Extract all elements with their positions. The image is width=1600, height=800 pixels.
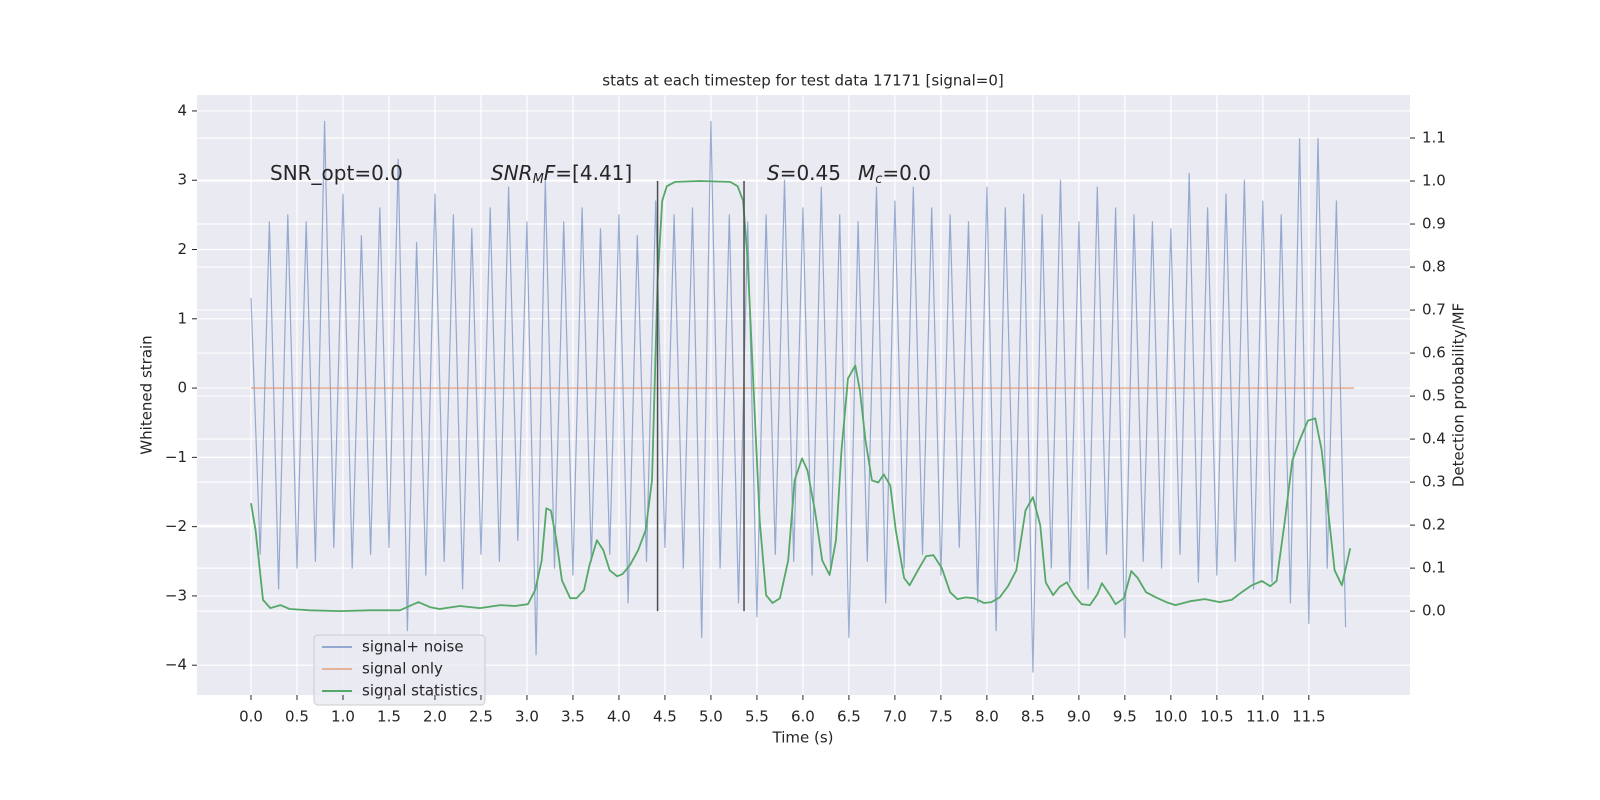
- chart-title: stats at each timestep for test data 171…: [602, 72, 1003, 90]
- legend-label: signal only: [362, 660, 443, 678]
- x-tick-label: 6.5: [837, 708, 861, 726]
- marks: [250, 120, 1354, 673]
- annotation-part: =[4.41]: [555, 161, 632, 185]
- x-tick-label: 11.0: [1246, 708, 1279, 726]
- y2-tick-label: 0.7: [1422, 301, 1446, 319]
- x-tick-label: 10.0: [1154, 708, 1187, 726]
- y2-tick-label: 0.8: [1422, 258, 1446, 276]
- annotation-part: F: [544, 161, 556, 185]
- x-tick-label: 5.0: [699, 708, 723, 726]
- y-tick-label: −2: [165, 517, 187, 535]
- x-tick-label: 7.5: [929, 708, 953, 726]
- y-tick-label: −3: [165, 586, 187, 604]
- y2-tick-label: 0.0: [1422, 602, 1446, 620]
- x-tick-label: 9.5: [1113, 708, 1137, 726]
- x-tick-label: 6.0: [791, 708, 815, 726]
- series-line: [250, 120, 1347, 673]
- y2-tick-label: 0.3: [1422, 473, 1446, 491]
- x-tick-label: 8.5: [1021, 708, 1045, 726]
- y-tick-label: 0: [177, 379, 187, 397]
- x-tick-label: 3.5: [561, 708, 585, 726]
- y-tick-label: 2: [177, 240, 187, 258]
- annotation: SNRMF=[4.41]: [491, 161, 632, 187]
- y2-tick-label: 0.4: [1422, 430, 1446, 448]
- legend: signal+ noise signal only signal statistic…: [313, 634, 486, 706]
- annotation: S=0.45: [767, 161, 841, 185]
- y2-tick-label: 0.2: [1422, 516, 1446, 534]
- x-tick-label: 1.0: [331, 708, 355, 726]
- annotation-part: M: [858, 161, 875, 185]
- legend-label: signal+ noise: [362, 638, 464, 656]
- y2-tick-label: 0.9: [1422, 215, 1446, 233]
- y-tick-label: 1: [177, 309, 187, 327]
- annotation-part: =0.45: [780, 161, 841, 185]
- x-tick-label: 7.0: [883, 708, 907, 726]
- x-tick-label: 0.0: [239, 708, 263, 726]
- series-line: [250, 180, 1352, 612]
- y2-tick-label: 0.6: [1422, 344, 1446, 362]
- y-tick-label: −1: [165, 448, 187, 466]
- x-tick-label: 11.5: [1292, 708, 1325, 726]
- y2-tick-label: 0.5: [1422, 387, 1446, 405]
- y-tick-label: −4: [165, 656, 187, 674]
- annotation-part: S: [767, 161, 780, 185]
- annotation-part: SNR_opt=0.0: [270, 161, 403, 185]
- x-tick-label: 9.0: [1067, 708, 1091, 726]
- x-tick-label: 8.0: [975, 708, 999, 726]
- x-tick-label: 4.5: [653, 708, 677, 726]
- annotation-part: SNR: [491, 161, 533, 185]
- x-tick-label: 10.5: [1200, 708, 1233, 726]
- x-tick-label: 2.0: [423, 708, 447, 726]
- x-tick-label: 1.5: [377, 708, 401, 726]
- legend-box: [313, 634, 486, 706]
- x-tick-label: 2.5: [469, 708, 493, 726]
- x-axis-label: Time (s): [772, 729, 834, 747]
- y2-axis-label: Detection probability/MF: [1450, 303, 1468, 487]
- y-tick-label: 4: [177, 101, 187, 119]
- annotation: Mc=0.0: [858, 161, 931, 187]
- x-tick-label: 4.0: [607, 708, 631, 726]
- x-tick-label: 0.5: [285, 708, 309, 726]
- legend-label: signal statistics: [362, 682, 478, 700]
- annotation-part: c: [875, 172, 882, 187]
- y2-tick-label: 1.0: [1422, 172, 1446, 190]
- annotation: SNR_opt=0.0: [270, 161, 403, 185]
- y2-tick-label: 0.1: [1422, 559, 1446, 577]
- y-axis-label: Whitened strain: [138, 335, 156, 454]
- y-tick-label: 3: [177, 171, 187, 189]
- annotation-part: =0.0: [882, 161, 931, 185]
- annotation-part: M: [533, 172, 544, 187]
- y2-tick-label: 1.1: [1422, 129, 1446, 147]
- x-tick-label: 5.5: [745, 708, 769, 726]
- x-tick-label: 3.0: [515, 708, 539, 726]
